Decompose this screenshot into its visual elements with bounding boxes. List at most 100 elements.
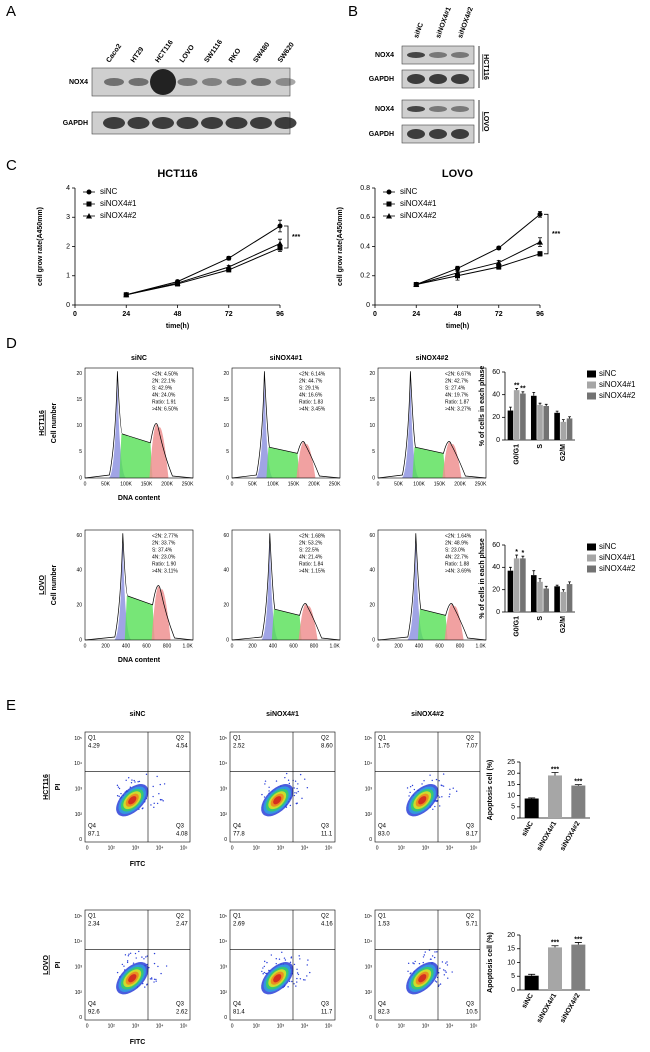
annotation: **	[520, 386, 526, 393]
panel-title: siNC	[131, 355, 147, 362]
y-tick-label: 10	[223, 423, 229, 429]
quadrant-value: 92.6	[88, 1010, 100, 1016]
g1-peak	[108, 373, 127, 478]
x-tick-label: 24	[412, 311, 420, 318]
lane-label: HCT116	[154, 39, 175, 64]
lane-label: SW480	[252, 41, 271, 64]
band	[275, 78, 296, 86]
dot	[452, 787, 454, 789]
dot	[439, 983, 442, 985]
x-tick-label: 0	[376, 845, 379, 851]
dot	[158, 793, 160, 795]
plot-frame	[229, 909, 336, 1021]
stat-text: >4N: 3.11%	[152, 568, 178, 574]
dot	[299, 773, 302, 776]
panel-title: siNC	[130, 711, 146, 718]
dot	[434, 805, 436, 808]
dot	[411, 784, 414, 787]
x-tick-label: siNOX4#2	[559, 992, 581, 1024]
y-tick-label: 10⁴	[74, 761, 82, 767]
dot	[448, 795, 450, 798]
x-tick-label: 250K	[329, 481, 341, 487]
dot	[424, 951, 426, 953]
bar	[537, 404, 543, 440]
quadrant-name: Q1	[378, 914, 387, 920]
y-tick-label: 60	[223, 533, 229, 539]
x-tick-label: 0	[231, 643, 234, 649]
dot	[407, 970, 409, 972]
dot	[406, 787, 409, 789]
legend-swatch	[587, 370, 596, 378]
y-axis-label: PI	[55, 784, 62, 791]
dot	[440, 784, 442, 786]
bar	[571, 944, 586, 990]
dot	[159, 798, 162, 801]
quadrant-name: Q2	[176, 736, 185, 742]
dot	[441, 796, 443, 798]
y-tick-label: 20	[369, 602, 375, 608]
quadrant-name: Q2	[321, 736, 330, 742]
y-tick-label: 20	[369, 371, 375, 377]
y-tick-label: 15	[507, 781, 515, 788]
dot	[266, 961, 268, 964]
dot	[409, 786, 412, 788]
y-tick-label: 15	[223, 397, 229, 403]
bar	[524, 798, 539, 818]
dot	[293, 963, 296, 966]
error-bar	[574, 942, 582, 945]
quadrant-name: Q2	[176, 914, 185, 920]
dot	[306, 975, 308, 977]
x-tick-label: 200	[101, 643, 110, 649]
legend-label: siNOX4#1	[599, 380, 636, 389]
x-tick-label: 200K	[454, 481, 466, 487]
g2-peak	[444, 604, 464, 640]
dot	[160, 972, 162, 975]
dot	[442, 969, 445, 971]
dot	[130, 782, 133, 784]
stat-text: 4N: 21.4%	[299, 554, 323, 560]
cell-label: LOVO	[39, 575, 46, 595]
x-tick-label: 250K	[475, 481, 487, 487]
y-tick-label: 10⁵	[364, 736, 372, 742]
g2-peak	[149, 424, 169, 478]
y-tick-label: 0	[79, 837, 82, 843]
dot	[116, 795, 119, 797]
dot	[289, 804, 292, 807]
error-bar	[521, 555, 525, 559]
y-axis-label: PI	[55, 962, 62, 969]
chart-title: LOVO	[442, 168, 474, 180]
y-tick-label: 10⁵	[364, 914, 372, 920]
x-tick-label: 200	[394, 643, 403, 649]
y-tick-label: 5	[79, 449, 82, 455]
quadrant-value: 4.54	[176, 744, 188, 750]
dot	[138, 780, 141, 783]
y-tick-label: 3	[66, 214, 70, 221]
x-tick-label: 0	[86, 845, 89, 851]
dot	[156, 802, 159, 805]
dot	[423, 780, 425, 782]
stat-text: <2N: 6.67%	[445, 371, 472, 377]
bar	[524, 975, 539, 990]
marker	[225, 263, 232, 270]
x-tick-label: 0	[231, 845, 234, 851]
x-tick-label: 800	[456, 643, 465, 649]
dot	[444, 970, 446, 972]
panel-title: siNOX4#2	[411, 711, 444, 718]
bracket	[544, 213, 549, 255]
dot	[288, 782, 291, 785]
x-axis-label: DNA content	[118, 657, 161, 664]
dot	[429, 774, 431, 776]
quadrant-value: 4.08	[176, 832, 188, 838]
stat-text: Ratio: 1.84	[299, 561, 323, 567]
dot	[157, 965, 159, 968]
dot	[123, 965, 125, 967]
quadrant-name: Q4	[233, 1002, 242, 1008]
marker	[537, 239, 543, 245]
band	[150, 69, 176, 95]
dot	[141, 956, 143, 958]
panel-title: siNOX4#2	[416, 355, 449, 362]
y-tick-label: 10⁵	[219, 736, 227, 742]
dot	[295, 985, 297, 987]
y-tick-label: 0	[369, 837, 372, 843]
x-tick-label: 10²	[398, 845, 406, 851]
